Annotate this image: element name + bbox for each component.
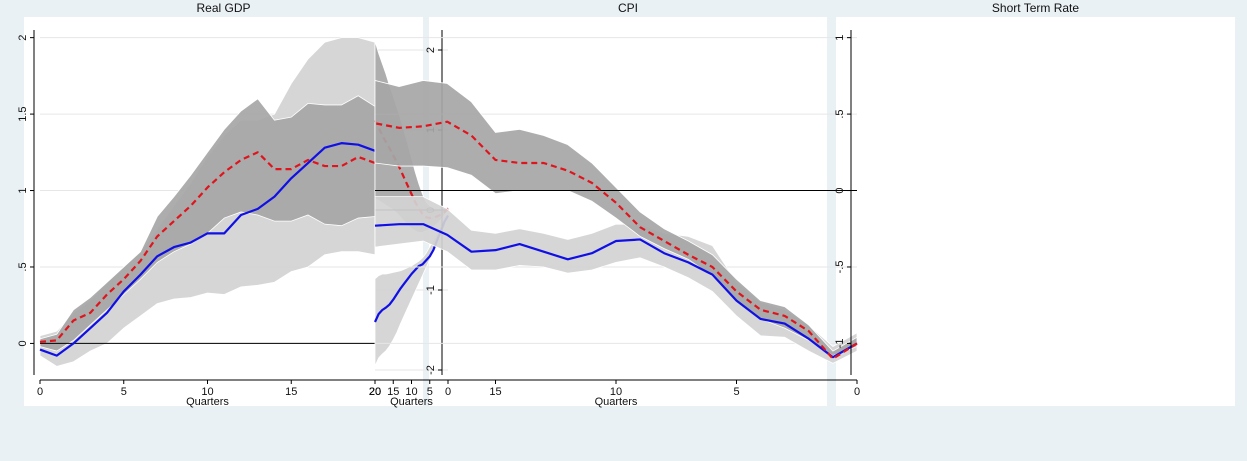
x-tick-label: 20 [369, 386, 381, 398]
x-tick-label: 10 [405, 386, 417, 398]
y-tick-label: 1 [17, 187, 29, 193]
y-tick-label: -1 [425, 285, 437, 295]
x-tick-label: 5 [427, 386, 433, 398]
x-tick-label: 5 [733, 386, 739, 398]
panel-background [836, 17, 1235, 406]
x-axis-label: Quarters [390, 396, 433, 408]
series-line-solid [374, 223, 858, 359]
x-tick-label: 15 [489, 386, 501, 398]
x-axis-label: Quarters [595, 396, 638, 408]
y-tick-label: 0 [17, 340, 29, 346]
y-tick-label: -1 [834, 339, 846, 349]
y-tick-label: .5 [17, 262, 29, 271]
y-tick-label: 2 [17, 35, 29, 41]
x-tick-label: 0 [445, 386, 451, 398]
x-tick-label: 10 [610, 386, 622, 398]
y-tick-label: -.5 [834, 261, 846, 274]
panel-title: CPI [618, 1, 638, 15]
x-tick-label: 0 [37, 386, 43, 398]
y-tick-label: .5 [834, 109, 846, 118]
confidence-band-outer [374, 212, 449, 367]
series-line-dashed [374, 120, 858, 360]
confidence-band-outer [374, 196, 858, 364]
x-tick-label: 0 [854, 386, 860, 398]
y-tick-label: 1 [834, 35, 846, 41]
series-line-dashed [39, 151, 376, 343]
y-tick-label: 0 [834, 187, 846, 193]
x-axis-label: Quarters [186, 396, 229, 408]
x-tick-label: 15 [285, 386, 297, 398]
x-tick-label: 15 [387, 386, 399, 398]
panel-title: Real GDP [196, 1, 250, 15]
y-tick-label: -2 [425, 365, 437, 375]
x-tick-label: 20 [369, 386, 381, 398]
series-line-solid [39, 142, 376, 357]
x-tick-label: 5 [121, 386, 127, 398]
y-tick-label: 2 [425, 47, 437, 53]
x-tick-label: 20 [369, 386, 381, 398]
y-tick-label: 1.5 [17, 106, 29, 121]
x-tick-label: 10 [201, 386, 213, 398]
panel-title: Short Term Rate [992, 1, 1079, 15]
